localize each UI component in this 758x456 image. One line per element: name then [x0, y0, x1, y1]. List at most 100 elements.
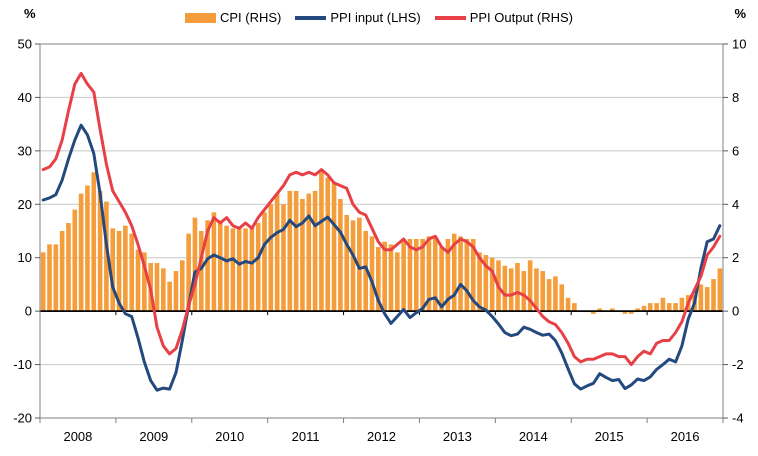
- cpi-bar: [211, 212, 217, 312]
- cpi-bar: [565, 297, 571, 312]
- legend-item-ppi-input: PPI input (LHS): [295, 10, 421, 25]
- cpi-bar: [59, 231, 65, 312]
- cpi-bar: [470, 239, 476, 312]
- x-axis-year-label: 2009: [139, 429, 168, 444]
- cpi-bar: [306, 193, 312, 312]
- right-axis-unit: %: [734, 6, 746, 21]
- cpi-bar: [85, 185, 90, 312]
- cpi-bar: [407, 239, 413, 312]
- cpi-bar: [224, 225, 229, 312]
- cpi-bar: [198, 231, 204, 312]
- cpi-bar: [369, 236, 375, 312]
- cpi-bar: [262, 212, 267, 312]
- cpi-bar: [717, 268, 723, 312]
- cpi-bar: [704, 287, 710, 312]
- cpi-bar: [502, 265, 508, 312]
- cpi-bar: [508, 268, 514, 312]
- cpi-bar: [350, 220, 356, 312]
- cpi-bar: [255, 222, 261, 312]
- cpi-bar: [629, 311, 634, 314]
- cpi-bar: [268, 204, 274, 312]
- cpi-bar: [679, 297, 685, 312]
- cpi-bar: [161, 268, 166, 312]
- cpi-bar: [641, 305, 647, 312]
- cpi-bar: [711, 279, 716, 312]
- cpi-bar: [293, 190, 299, 312]
- left-axis-tick-label: -10: [13, 357, 32, 372]
- right-axis-tick-label: 8: [732, 90, 739, 105]
- cpi-bar: [78, 193, 84, 312]
- cpi-bar: [167, 281, 172, 312]
- cpi-bar: [515, 263, 520, 312]
- cpi-bar: [205, 220, 210, 312]
- left-axis-unit: %: [24, 6, 36, 21]
- legend-item-cpi: CPI (RHS): [184, 10, 282, 25]
- cpi-bar: [483, 255, 489, 312]
- ppi-input-line: [41, 123, 722, 392]
- cpi-bar: [40, 252, 46, 312]
- cpi-bar: [47, 244, 52, 312]
- cpi-bar: [110, 228, 116, 312]
- cpi-bar: [458, 236, 463, 312]
- cpi-bar: [553, 276, 558, 312]
- cpi-bar: [489, 257, 495, 312]
- cpi-bar: [591, 311, 596, 314]
- cpi-bar: [527, 260, 533, 312]
- right-axis-tick-label: 2: [732, 250, 739, 265]
- cpi-bar: [249, 225, 255, 312]
- cpi-bar: [666, 303, 672, 312]
- left-axis-tick-label: 30: [18, 143, 32, 158]
- cpi-bar: [534, 268, 539, 312]
- cpi-bar: [325, 177, 331, 312]
- ppi-input-line-swatch: [295, 15, 327, 20]
- legend: CPI (RHS) PPI input (LHS) PPI Output (RH…: [184, 10, 573, 25]
- cpi-bar: [420, 239, 425, 312]
- x-axis-year-label: 2014: [519, 429, 548, 444]
- cpi-bar: [376, 247, 381, 312]
- x-axis-year-label: 2010: [215, 429, 244, 444]
- cpi-bar: [300, 198, 305, 312]
- x-axis-year-label: 2016: [671, 429, 700, 444]
- cpi-bar: [673, 303, 678, 312]
- right-axis-tick-label: 4: [732, 197, 739, 212]
- x-axis-year-label: 2015: [595, 429, 624, 444]
- cpi-bar: [53, 244, 59, 312]
- x-axis-year-label: 2013: [443, 429, 472, 444]
- cpi-bar: [363, 231, 368, 312]
- cpi-bar: [135, 249, 141, 312]
- ppi-output-line: [41, 71, 722, 367]
- left-axis-tick-label: 0: [25, 304, 32, 319]
- cpi-bar: [572, 303, 577, 312]
- cpi-bar: [66, 222, 71, 312]
- right-axis-tick-label: 6: [732, 143, 739, 158]
- right-axis-tick-label: 0: [732, 304, 739, 319]
- legend-label-ppi-input: PPI input (LHS): [330, 10, 421, 25]
- cpi-bar: [142, 252, 147, 312]
- legend-label-cpi: CPI (RHS): [219, 10, 282, 25]
- cpi-bar: [281, 204, 286, 312]
- cpi-bar: [546, 279, 552, 312]
- cpi-bar: [91, 172, 97, 312]
- cpi-bar: [357, 217, 362, 312]
- cpi-bar: [401, 239, 406, 312]
- cpi-bar: [413, 239, 419, 312]
- right-axis-tick-label: 10: [732, 37, 746, 52]
- cpi-bar: [243, 228, 248, 312]
- cpi-bar: [698, 284, 704, 312]
- cpi-bar: [395, 252, 400, 312]
- x-axis-year-label: 2011: [292, 429, 320, 444]
- cpi-bar: [287, 190, 293, 312]
- cpi-bar: [388, 244, 394, 312]
- cpi-bar: [274, 193, 280, 312]
- cpi-bar: [129, 233, 134, 312]
- cpi-bar: [540, 271, 546, 312]
- right-axis-tick-label: -4: [732, 411, 744, 426]
- cpi-bar: [451, 233, 457, 312]
- cpi-bar-swatch: [184, 12, 216, 23]
- cpi-bar: [521, 271, 527, 312]
- cpi-bar: [331, 182, 337, 312]
- right-axis-tick-label: -2: [732, 357, 744, 372]
- cpi-bar: [123, 225, 128, 312]
- ppi-output-line-swatch: [434, 15, 466, 20]
- cpi-bar: [344, 214, 350, 312]
